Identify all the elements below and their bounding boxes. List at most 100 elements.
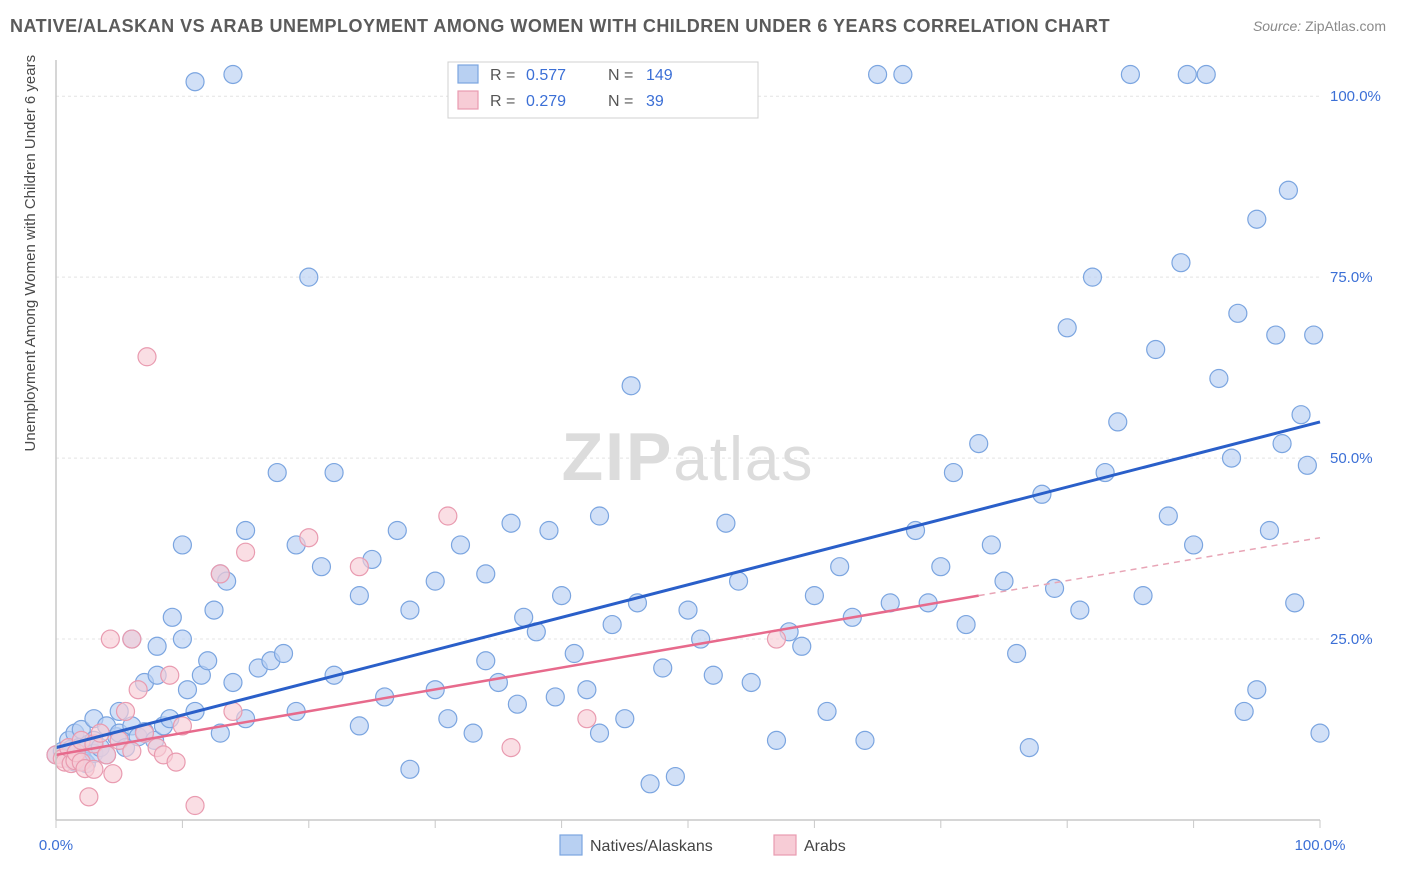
data-point-arabs [578,710,596,728]
regression-line-arabs-extrapolated [979,538,1320,596]
legend-swatch [458,91,478,109]
data-point-natives [1298,456,1316,474]
legend-swatch [560,835,582,855]
data-point-natives [477,652,495,670]
data-point-natives [439,710,457,728]
data-point-natives [205,601,223,619]
data-point-natives [186,73,204,91]
data-point-natives [1273,435,1291,453]
data-point-natives [831,558,849,576]
data-point-arabs [161,666,179,684]
data-point-natives [1058,319,1076,337]
data-point-natives [1134,587,1152,605]
data-point-natives [982,536,1000,554]
data-point-natives [1197,65,1215,83]
data-point-natives [932,558,950,576]
legend-swatch [774,835,796,855]
data-point-natives [508,695,526,713]
data-point-natives [565,645,583,663]
data-point-natives [1109,413,1127,431]
data-point-natives [1008,645,1026,663]
data-point-natives [426,572,444,590]
data-point-natives [717,514,735,532]
watermark: ZIPatlas [562,419,815,495]
data-point-natives [268,464,286,482]
data-point-arabs [350,558,368,576]
x-tick-label: 100.0% [1295,837,1346,854]
data-point-natives [515,608,533,626]
data-point-natives [163,608,181,626]
legend-r-label: R = [490,93,515,110]
data-point-arabs [300,529,318,547]
series-legend: Natives/AlaskansArabs [560,835,846,855]
data-point-natives [502,514,520,532]
y-tick-label: 100.0% [1330,88,1381,105]
data-point-natives [578,681,596,699]
data-point-natives [540,521,558,539]
data-point-arabs [186,797,204,815]
data-point-natives [325,464,343,482]
data-point-natives [995,572,1013,590]
data-point-arabs [237,543,255,561]
data-point-natives [1248,681,1266,699]
data-point-arabs [129,681,147,699]
data-point-natives [224,65,242,83]
data-point-natives [237,521,255,539]
data-point-natives [148,637,166,655]
data-point-arabs [123,630,141,648]
data-point-natives [401,760,419,778]
x-tick-label: 0.0% [39,837,73,854]
data-point-natives [970,435,988,453]
data-point-natives [224,673,242,691]
data-point-natives [178,681,196,699]
data-point-natives [944,464,962,482]
data-point-natives [1172,254,1190,272]
data-point-natives [767,731,785,749]
data-point-arabs [104,765,122,783]
data-point-natives [805,587,823,605]
data-point-natives [300,268,318,286]
data-point-natives [1071,601,1089,619]
data-point-natives [591,507,609,525]
data-point-natives [591,724,609,742]
data-point-natives [1235,702,1253,720]
legend-series-label: Natives/Alaskans [590,838,713,855]
data-point-natives [818,702,836,720]
data-point-natives [350,717,368,735]
data-point-natives [388,521,406,539]
data-point-arabs [101,630,119,648]
data-point-natives [553,587,571,605]
data-point-natives [312,558,330,576]
data-point-natives [1305,326,1323,344]
y-tick-label: 25.0% [1330,631,1373,648]
data-point-natives [199,652,217,670]
data-point-natives [1020,739,1038,757]
legend-n-value: 149 [646,67,673,84]
data-point-natives [173,536,191,554]
data-point-natives [1286,594,1304,612]
data-point-natives [1121,65,1139,83]
data-point-natives [1185,536,1203,554]
data-point-arabs [98,746,116,764]
data-point-natives [1260,521,1278,539]
data-point-arabs [117,702,135,720]
data-point-natives [654,659,672,677]
data-point-natives [1279,181,1297,199]
data-point-arabs [85,760,103,778]
data-point-natives [603,616,621,634]
data-point-natives [622,377,640,395]
data-point-natives [742,673,760,691]
data-point-natives [1248,210,1266,228]
data-point-natives [173,630,191,648]
data-point-natives [464,724,482,742]
data-point-natives [894,65,912,83]
data-point-natives [957,616,975,634]
data-point-natives [477,565,495,583]
data-point-natives [641,775,659,793]
data-point-natives [793,637,811,655]
data-point-natives [616,710,634,728]
data-point-natives [1223,449,1241,467]
y-tick-label: 50.0% [1330,450,1373,467]
data-point-natives [704,666,722,684]
scatter-chart: 25.0%50.0%75.0%100.0%ZIPatlas0.0%100.0%R… [0,0,1406,892]
